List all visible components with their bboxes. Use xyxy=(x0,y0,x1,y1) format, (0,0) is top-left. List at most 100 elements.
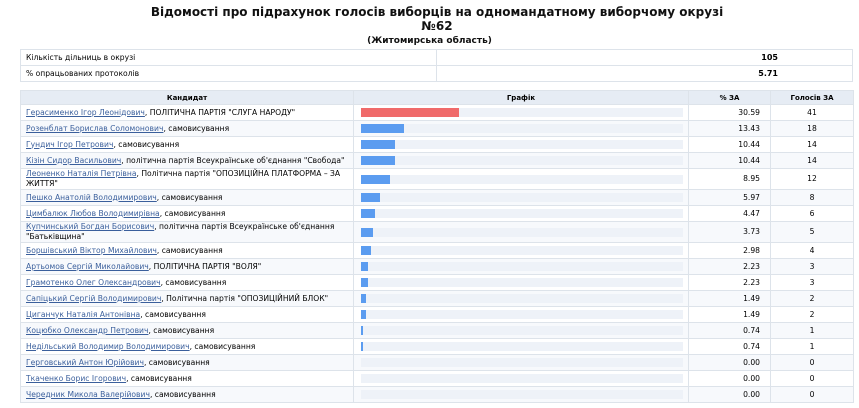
column-header: % ЗА xyxy=(688,90,771,105)
candidate-row: Недільський Володимир Володимирович, сам… xyxy=(20,338,854,355)
bar xyxy=(361,193,381,202)
votes: 12 xyxy=(770,168,854,190)
affiliation: , політична партія Всеукраїнське об'єдна… xyxy=(121,155,345,165)
affiliation: , самовисування xyxy=(126,373,192,383)
bar xyxy=(361,310,366,319)
percent: 3.73 xyxy=(688,221,771,243)
graph-cell xyxy=(353,354,689,371)
candidate-cell: Гундич Ігор Петрович, самовисування xyxy=(20,136,354,153)
bar-track xyxy=(361,227,683,237)
bar-track xyxy=(361,124,683,133)
graph-cell xyxy=(353,205,689,222)
candidate-link[interactable]: Сапіцький Сергій Володимирович xyxy=(26,293,162,303)
candidate-cell: Грамотенко Олег Олександрович, самовисув… xyxy=(20,274,354,291)
candidate-link[interactable]: Розенблат Борислав Соломонович xyxy=(26,123,164,133)
bar-track xyxy=(361,374,683,383)
graph-cell xyxy=(353,136,689,153)
votes: 6 xyxy=(770,205,854,222)
bar-track xyxy=(361,209,683,218)
candidate-row: Цимбалюк Любов Володимирівна, самовисува… xyxy=(20,205,854,222)
bar-track xyxy=(361,358,683,367)
bar xyxy=(361,156,395,165)
bar-track xyxy=(361,193,683,202)
bar-track xyxy=(361,156,683,165)
region: (Житомирська область) xyxy=(367,36,492,46)
affiliation: , самовисування xyxy=(163,123,230,133)
graph-cell xyxy=(353,168,689,190)
affiliation: , політична партія Всеукраїнське об'єдна… xyxy=(26,222,335,241)
candidate-link[interactable]: Чередник Микола Валерійович xyxy=(26,389,150,399)
candidate-link[interactable]: Леоненко Наталія Петрівна xyxy=(26,169,137,178)
candidate-row: Гундич Ігор Петрович, самовисування 10.44… xyxy=(20,136,854,153)
percent: 1.49 xyxy=(688,306,771,323)
percent: 10.44 xyxy=(688,136,771,153)
percent: 10.44 xyxy=(688,152,771,169)
votes: 2 xyxy=(770,306,854,323)
bar xyxy=(361,342,364,351)
affiliation: , Політична партія "ОПОЗИЦІЙНИЙ БЛОК" xyxy=(161,293,329,303)
bar-track xyxy=(361,326,683,335)
affiliation: , самовисування xyxy=(159,208,226,218)
results-table: Кандидат Графік% ЗА Голосів ЗА Герасименко … xyxy=(20,90,854,403)
candidate-row: Чередник Микола Валерійович, самовисуван… xyxy=(20,386,854,403)
graph-cell xyxy=(353,189,689,206)
bar xyxy=(361,227,373,237)
votes: 1 xyxy=(770,322,854,339)
candidate-link[interactable]: Ткаченко Борис Ігорович xyxy=(26,373,127,383)
bar xyxy=(361,108,460,117)
percent: 2.23 xyxy=(688,274,771,291)
percent: 1.49 xyxy=(688,290,771,307)
bar-track xyxy=(361,246,683,255)
candidate-link[interactable]: Грамотенко Олег Олександрович xyxy=(26,277,161,287)
percent: 13.43 xyxy=(688,120,771,137)
candidate-row: Пешко Анатолій Володимирович, самовисува… xyxy=(20,189,854,206)
candidate-link[interactable]: Герасименко Ігор Леонідович xyxy=(26,107,145,117)
candidate-cell: Недільський Володимир Володимирович, сам… xyxy=(20,338,354,355)
percent: 5.97 xyxy=(688,189,771,206)
summary-label: Кількість дільниць в окрузі xyxy=(20,49,437,66)
candidate-row: Герасименко Ігор Леонідович, ПОЛІТИЧНА П… xyxy=(20,104,854,121)
candidate-link[interactable]: Купчинський Богдан Борисович xyxy=(26,222,155,231)
bar-track xyxy=(361,390,683,399)
candidate-link[interactable]: Коцюбко Олександр Петрович xyxy=(26,325,149,335)
candidate-link[interactable]: Боршівський Віктор Михайлович xyxy=(26,245,157,255)
bar-track xyxy=(361,310,683,319)
bar xyxy=(361,140,395,149)
bar xyxy=(361,124,405,133)
candidate-link[interactable]: Недільський Володимир Володимирович xyxy=(26,341,190,351)
affiliation: , самовисування xyxy=(156,192,223,202)
candidate-link[interactable]: Циганчук Наталія Антонівна xyxy=(26,309,141,319)
graph-cell xyxy=(353,258,689,275)
affiliation: , самовисування xyxy=(148,325,215,335)
affiliation: , ПОЛІТИЧНА ПАРТІЯ "СЛУГА НАРОДУ" xyxy=(144,107,296,117)
graph-cell xyxy=(353,306,689,323)
graph-cell xyxy=(353,338,689,355)
votes: 4 xyxy=(770,242,854,259)
bar xyxy=(361,209,376,218)
votes: 3 xyxy=(770,274,854,291)
candidate-link[interactable]: Артьомов Сергій Миколайович xyxy=(26,261,149,271)
affiliation: , самовисування xyxy=(113,139,180,149)
graph-cell xyxy=(353,386,689,403)
bar xyxy=(361,174,390,184)
candidate-cell: Артьомов Сергій Миколайович, ПОЛІТИЧНА П… xyxy=(20,258,354,275)
graph-cell xyxy=(353,274,689,291)
candidate-link[interactable]: Кізін Сидор Васильович xyxy=(26,155,122,165)
bar-track xyxy=(361,294,683,303)
candidate-link[interactable]: Цимбалюк Любов Володимирівна xyxy=(26,208,160,218)
votes: 14 xyxy=(770,152,854,169)
candidate-cell: Чередник Микола Валерійович, самовисуван… xyxy=(20,386,354,403)
candidate-link[interactable]: Пешко Анатолій Володимирович xyxy=(26,192,157,202)
bar-track xyxy=(361,342,683,351)
votes: 0 xyxy=(770,354,854,371)
candidate-link[interactable]: Герговський Антон Юрійович xyxy=(26,357,144,367)
candidate-link[interactable]: Гундич Ігор Петрович xyxy=(26,139,114,149)
bar xyxy=(361,278,369,287)
column-header: Графік xyxy=(353,90,689,105)
affiliation: , самовисування xyxy=(149,389,216,399)
candidate-cell: Циганчук Наталія Антонівна, самовисуванн… xyxy=(20,306,354,323)
candidate-cell: Цимбалюк Любов Володимирівна, самовисува… xyxy=(20,205,354,222)
votes: 14 xyxy=(770,136,854,153)
candidate-row: Герговський Антон Юрійович, самовисуванн… xyxy=(20,354,854,371)
